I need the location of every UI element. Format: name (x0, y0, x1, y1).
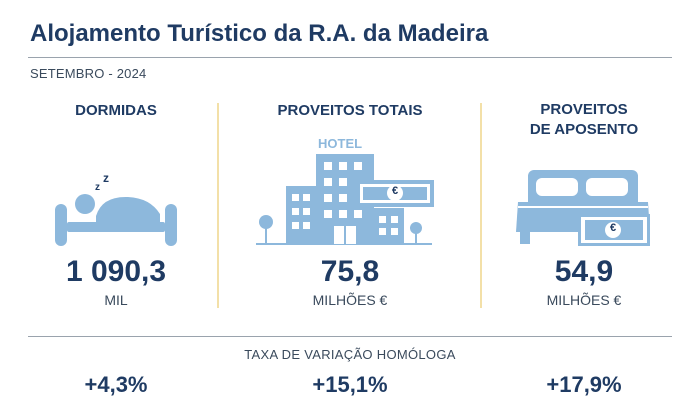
indicator-unit: MILHÕES € (546, 292, 622, 308)
column-divider (480, 103, 482, 308)
euro-icon: € (609, 222, 617, 234)
variation-proveitos-totais: +15,1% (312, 372, 388, 397)
page-title: Alojamento Turístico da R.A. da Madeira (30, 20, 489, 47)
indicator-value: 1 090,3 (65, 255, 167, 288)
hotel-sign-text: HOTEL (318, 136, 363, 151)
indicator-unit: MIL (104, 292, 128, 308)
euro-icon: € (391, 185, 399, 197)
variation-dormidas: +4,3% (84, 372, 148, 397)
variation-section-label: TAXA DE VARIAÇÃO HOMÓLOGA (244, 347, 456, 362)
indicator-title: DORMIDAS (75, 102, 157, 119)
bed-euro-icon: € (478, 142, 690, 252)
column-divider (217, 103, 219, 308)
indicator-title-line1: PROVEITOS (540, 101, 628, 118)
indicator-title: PROVEITOS TOTAIS (277, 102, 423, 119)
svg-text:z: z (103, 171, 109, 185)
title-divider (28, 57, 672, 58)
svg-text:z: z (95, 182, 100, 193)
indicator-value: 75,8 (320, 255, 380, 288)
indicator-proveitos-totais: PROVEITOS TOTAIS (244, 100, 456, 308)
indicator-unit: MILHÕES € (312, 292, 388, 308)
variation-divider (28, 336, 672, 337)
indicator-proveitos-aposento: PROVEITOS DE APOSENTO (478, 100, 690, 308)
indicator-title-line2: DE APOSENTO (529, 121, 639, 138)
indicator-dormidas: DORMIDAS z z 1 090,3 MIL (10, 100, 222, 308)
indicator-title: PROVEITOS DE APOSENTO (478, 100, 690, 140)
sleeping-person-icon: z z (10, 142, 222, 252)
period-label: SETEMBRO - 2024 (30, 66, 147, 81)
indicator-value: 54,9 (554, 255, 614, 288)
hotel-euro-icon: HOTEL € (244, 136, 456, 252)
variation-proveitos-aposento: +17,9% (546, 372, 622, 397)
